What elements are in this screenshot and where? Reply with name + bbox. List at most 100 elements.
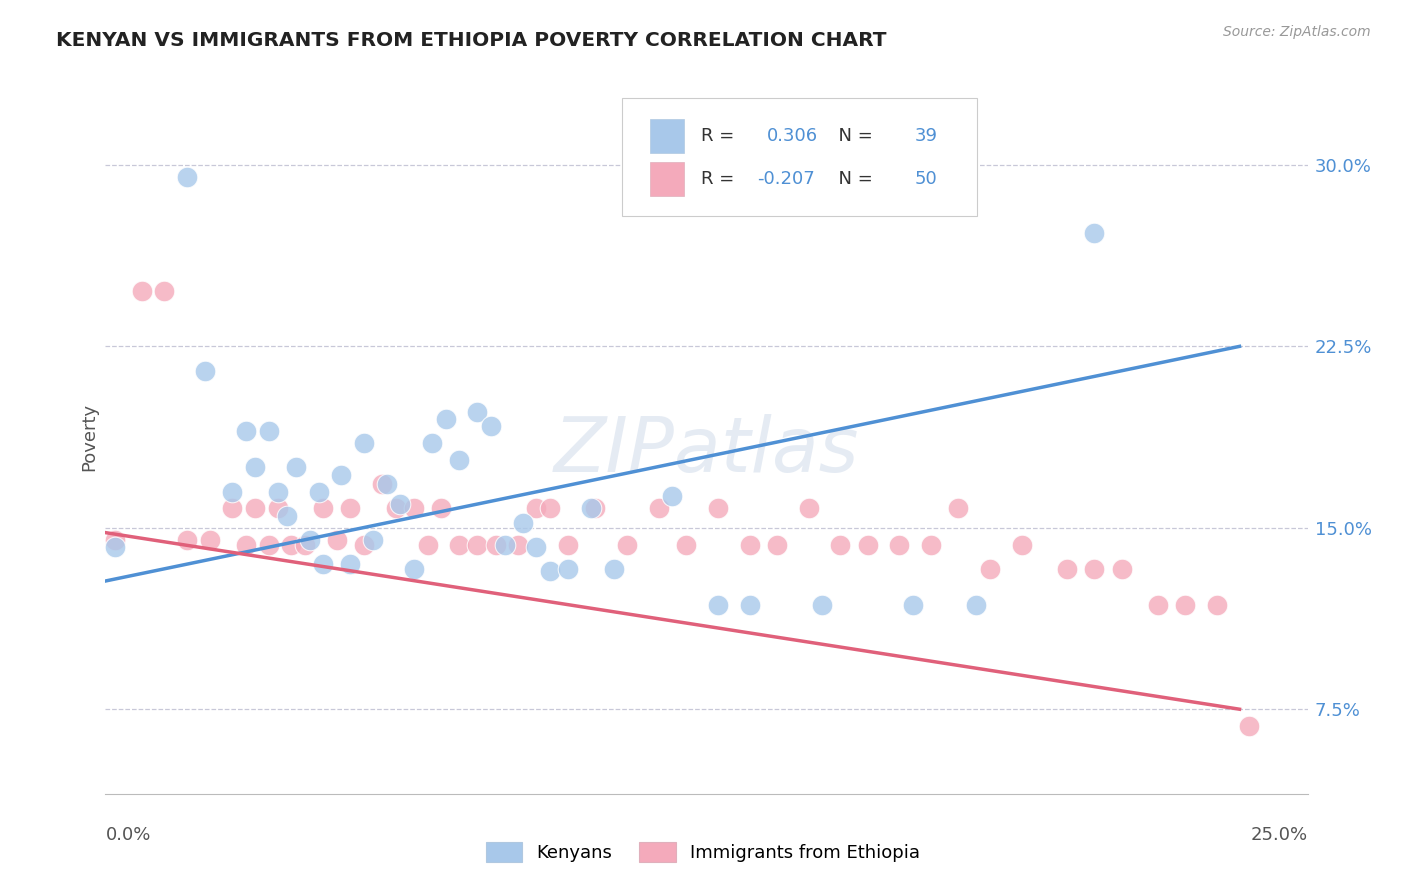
Point bbox=[557, 562, 579, 576]
Point bbox=[402, 501, 425, 516]
FancyBboxPatch shape bbox=[650, 119, 683, 153]
Point bbox=[557, 538, 579, 552]
Point bbox=[889, 538, 911, 552]
Point bbox=[312, 501, 335, 516]
Point bbox=[257, 538, 280, 552]
Point bbox=[243, 460, 266, 475]
Text: N =: N = bbox=[827, 127, 879, 145]
Y-axis label: Poverty: Poverty bbox=[80, 403, 98, 471]
Point bbox=[901, 598, 924, 612]
Point bbox=[176, 169, 198, 184]
Point bbox=[1205, 598, 1227, 612]
Point bbox=[707, 598, 730, 612]
Point bbox=[298, 533, 321, 547]
FancyBboxPatch shape bbox=[623, 98, 977, 216]
Point bbox=[375, 477, 398, 491]
Point bbox=[579, 501, 602, 516]
Text: R =: R = bbox=[700, 169, 740, 187]
Point bbox=[353, 436, 375, 450]
Point bbox=[811, 598, 834, 612]
Point bbox=[330, 467, 353, 482]
Point bbox=[430, 501, 453, 516]
Point bbox=[402, 562, 425, 576]
Text: -0.207: -0.207 bbox=[756, 169, 814, 187]
Point bbox=[1011, 538, 1033, 552]
Point bbox=[830, 538, 852, 552]
Point bbox=[312, 557, 335, 571]
Text: ZIPatlas: ZIPatlas bbox=[554, 415, 859, 488]
Point bbox=[797, 501, 820, 516]
Point bbox=[103, 540, 125, 554]
Point bbox=[1083, 226, 1105, 240]
Point bbox=[235, 424, 257, 438]
Point bbox=[221, 484, 243, 499]
Point bbox=[648, 501, 671, 516]
Point bbox=[176, 533, 198, 547]
Text: N =: N = bbox=[827, 169, 879, 187]
Text: R =: R = bbox=[700, 127, 740, 145]
Point bbox=[675, 538, 697, 552]
Point bbox=[1056, 562, 1078, 576]
Point bbox=[285, 460, 308, 475]
Point bbox=[508, 538, 530, 552]
Text: 25.0%: 25.0% bbox=[1250, 826, 1308, 844]
Point bbox=[467, 405, 489, 419]
Point bbox=[326, 533, 349, 547]
Point bbox=[526, 501, 548, 516]
Point bbox=[526, 540, 548, 554]
Point bbox=[1237, 719, 1260, 733]
Point bbox=[235, 538, 257, 552]
Point bbox=[389, 497, 412, 511]
Point bbox=[339, 557, 361, 571]
Point bbox=[479, 419, 502, 434]
Point bbox=[1111, 562, 1133, 576]
Point bbox=[257, 424, 280, 438]
Point bbox=[384, 501, 406, 516]
Point bbox=[494, 538, 516, 552]
Point bbox=[267, 484, 290, 499]
Point bbox=[602, 562, 624, 576]
Point bbox=[467, 538, 489, 552]
Point bbox=[661, 489, 683, 503]
Text: KENYAN VS IMMIGRANTS FROM ETHIOPIA POVERTY CORRELATION CHART: KENYAN VS IMMIGRANTS FROM ETHIOPIA POVER… bbox=[56, 31, 887, 50]
Point bbox=[1147, 598, 1170, 612]
Point bbox=[371, 477, 394, 491]
Point bbox=[153, 284, 176, 298]
Point bbox=[267, 501, 290, 516]
Legend: Kenyans, Immigrants from Ethiopia: Kenyans, Immigrants from Ethiopia bbox=[479, 834, 927, 870]
Point bbox=[434, 412, 457, 426]
Point bbox=[965, 598, 987, 612]
Point bbox=[766, 538, 789, 552]
Point bbox=[1083, 562, 1105, 576]
Point bbox=[707, 501, 730, 516]
Point bbox=[194, 363, 217, 377]
Text: 0.0%: 0.0% bbox=[105, 826, 150, 844]
Point bbox=[484, 538, 506, 552]
Point bbox=[449, 453, 471, 467]
Point bbox=[738, 598, 761, 612]
Point bbox=[538, 501, 561, 516]
Point bbox=[420, 436, 443, 450]
Point bbox=[979, 562, 1001, 576]
Point bbox=[353, 538, 375, 552]
Point bbox=[416, 538, 439, 552]
Point bbox=[948, 501, 970, 516]
Point bbox=[243, 501, 266, 516]
Text: 39: 39 bbox=[914, 127, 938, 145]
Point bbox=[198, 533, 221, 547]
Point bbox=[583, 501, 606, 516]
FancyBboxPatch shape bbox=[650, 161, 683, 196]
Point bbox=[308, 484, 330, 499]
Point bbox=[131, 284, 153, 298]
Point bbox=[449, 538, 471, 552]
Point bbox=[339, 501, 361, 516]
Text: Source: ZipAtlas.com: Source: ZipAtlas.com bbox=[1223, 25, 1371, 39]
Point bbox=[280, 538, 302, 552]
Point bbox=[361, 533, 384, 547]
Point bbox=[512, 516, 534, 530]
Point bbox=[276, 508, 298, 523]
Point bbox=[1174, 598, 1197, 612]
Point bbox=[103, 533, 125, 547]
Point bbox=[538, 565, 561, 579]
Point bbox=[856, 538, 879, 552]
